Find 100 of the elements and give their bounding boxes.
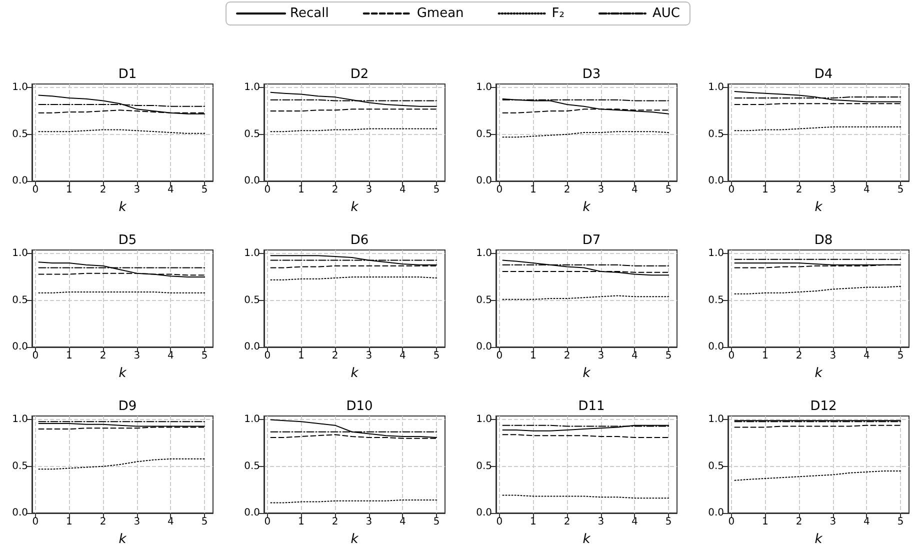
x-tick-label: 4 bbox=[864, 516, 870, 528]
x-tick-label: 1 bbox=[530, 516, 536, 528]
y-tick-label: 1.0 bbox=[708, 82, 724, 94]
y-tick-label: 1.0 bbox=[244, 414, 260, 426]
x-tick-label: 5 bbox=[897, 350, 904, 362]
y-tick-label: 1.0 bbox=[476, 82, 492, 94]
x-tick-label: 3 bbox=[598, 516, 604, 528]
x-tick-label: 4 bbox=[632, 350, 638, 362]
x-tick-label: 5 bbox=[665, 184, 672, 196]
y-tick-label: 0.5 bbox=[476, 128, 492, 140]
x-tick-label: 0 bbox=[496, 184, 503, 196]
y-tick-label: 0.5 bbox=[12, 460, 28, 472]
x-tick-label: 4 bbox=[400, 184, 406, 196]
x-tick-label: 2 bbox=[100, 350, 106, 362]
x-tick-label: 4 bbox=[864, 184, 870, 196]
x-tick-label: 1 bbox=[762, 350, 768, 362]
x-axis-title: k bbox=[118, 200, 127, 215]
y-tick-label: 0.0 bbox=[244, 342, 260, 352]
x-tick-label: 4 bbox=[632, 184, 638, 196]
x-tick-label: 0 bbox=[32, 516, 39, 528]
x-tick-label: 5 bbox=[897, 516, 904, 528]
x-tick-label: 0 bbox=[496, 350, 503, 362]
x-tick-label: 1 bbox=[762, 184, 768, 196]
x-tick-label: 5 bbox=[433, 350, 440, 362]
x-tick-label: 3 bbox=[598, 350, 604, 362]
x-tick-label: 3 bbox=[830, 350, 836, 362]
x-tick-label: 0 bbox=[264, 350, 271, 362]
chart-title: D6 bbox=[350, 233, 369, 248]
x-axis-title: k bbox=[118, 366, 127, 381]
x-tick-label: 0 bbox=[264, 516, 271, 528]
y-tick-label: 0.0 bbox=[12, 342, 28, 352]
legend-label: F₂ bbox=[552, 6, 564, 21]
x-tick-label: 3 bbox=[366, 184, 372, 196]
chart-title: D3 bbox=[582, 67, 601, 82]
x-tick-label: 5 bbox=[201, 184, 208, 196]
x-tick-label: 0 bbox=[728, 350, 735, 362]
x-tick-label: 2 bbox=[796, 350, 802, 362]
y-tick-label: 0.5 bbox=[244, 294, 260, 306]
y-tick-label: 0.0 bbox=[244, 508, 260, 518]
x-tick-label: 4 bbox=[864, 350, 870, 362]
x-tick-label: 3 bbox=[134, 184, 140, 196]
y-tick-label: 1.0 bbox=[476, 248, 492, 260]
y-tick-label: 1.0 bbox=[476, 414, 492, 426]
x-axis-title: k bbox=[582, 200, 591, 215]
y-tick-label: 0.0 bbox=[708, 342, 724, 352]
y-tick-label: 0.5 bbox=[12, 294, 28, 306]
chart-title: D5 bbox=[118, 233, 137, 248]
x-tick-label: 0 bbox=[496, 516, 503, 528]
x-axis-title: k bbox=[118, 532, 127, 547]
x-tick-label: 4 bbox=[400, 516, 406, 528]
y-tick-label: 1.0 bbox=[708, 248, 724, 260]
x-tick-label: 1 bbox=[530, 350, 536, 362]
x-tick-label: 2 bbox=[332, 516, 338, 528]
legend-label: Recall bbox=[290, 6, 329, 21]
x-tick-label: 5 bbox=[897, 184, 904, 196]
y-tick-label: 0.5 bbox=[244, 128, 260, 140]
line-series bbox=[38, 458, 206, 470]
y-tick-label: 0.0 bbox=[244, 176, 260, 186]
x-tick-label: 1 bbox=[66, 184, 72, 196]
y-tick-label: 0.0 bbox=[12, 176, 28, 186]
x-axis-title: k bbox=[350, 200, 359, 215]
x-axis-title: k bbox=[350, 532, 359, 547]
x-tick-label: 3 bbox=[830, 184, 836, 196]
x-tick-label: 4 bbox=[400, 350, 406, 362]
x-tick-label: 2 bbox=[564, 184, 570, 196]
y-tick-label: 1.0 bbox=[12, 82, 28, 94]
y-tick-label: 1.0 bbox=[244, 82, 260, 94]
y-tick-label: 1.0 bbox=[12, 248, 28, 260]
x-tick-label: 4 bbox=[168, 516, 174, 528]
x-tick-label: 2 bbox=[564, 516, 570, 528]
x-tick-label: 5 bbox=[433, 516, 440, 528]
x-tick-label: 2 bbox=[100, 516, 106, 528]
y-tick-label: 1.0 bbox=[244, 248, 260, 260]
chart-title: D8 bbox=[814, 233, 833, 248]
legend-label: AUC bbox=[652, 6, 680, 21]
y-tick-label: 0.5 bbox=[244, 460, 260, 472]
legend-label: Gmean bbox=[416, 6, 464, 21]
x-tick-label: 1 bbox=[530, 184, 536, 196]
x-tick-label: 1 bbox=[298, 184, 304, 196]
x-tick-label: 3 bbox=[134, 350, 140, 362]
x-tick-label: 1 bbox=[762, 516, 768, 528]
y-tick-label: 0.0 bbox=[708, 508, 724, 518]
x-tick-label: 4 bbox=[168, 184, 174, 196]
x-axis-title: k bbox=[350, 366, 359, 381]
x-axis-title: k bbox=[582, 532, 591, 547]
x-tick-label: 3 bbox=[366, 350, 372, 362]
chart-title: D9 bbox=[118, 399, 137, 414]
x-tick-label: 0 bbox=[32, 184, 39, 196]
x-axis-title: k bbox=[814, 366, 823, 381]
x-tick-label: 1 bbox=[66, 516, 72, 528]
y-tick-label: 0.5 bbox=[476, 294, 492, 306]
y-tick-label: 0.5 bbox=[12, 128, 28, 140]
x-tick-label: 3 bbox=[830, 516, 836, 528]
x-tick-label: 3 bbox=[134, 516, 140, 528]
y-tick-label: 0.0 bbox=[708, 176, 724, 186]
x-tick-label: 5 bbox=[665, 350, 672, 362]
x-tick-label: 0 bbox=[728, 184, 735, 196]
x-tick-label: 2 bbox=[332, 350, 338, 362]
line-series bbox=[502, 260, 670, 276]
x-tick-label: 2 bbox=[100, 184, 106, 196]
